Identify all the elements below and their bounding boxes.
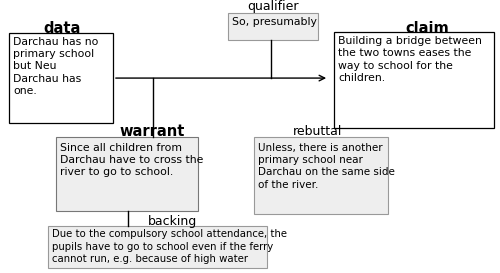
FancyBboxPatch shape bbox=[228, 13, 318, 40]
Text: backing: backing bbox=[148, 215, 197, 228]
Text: Due to the compulsory school attendance, the
pupils have to go to school even if: Due to the compulsory school attendance,… bbox=[52, 229, 287, 264]
Text: So, presumably: So, presumably bbox=[232, 17, 316, 27]
FancyBboxPatch shape bbox=[56, 136, 199, 211]
FancyBboxPatch shape bbox=[9, 33, 113, 123]
Text: Since all children from
Darchau have to cross the
river to go to school.: Since all children from Darchau have to … bbox=[60, 143, 204, 177]
Text: Darchau has no
primary school
but Neu
Darchau has
one.: Darchau has no primary school but Neu Da… bbox=[13, 37, 98, 96]
FancyBboxPatch shape bbox=[48, 226, 267, 268]
Text: Unless, there is another
primary school near
Darchau on the same side
of the riv: Unless, there is another primary school … bbox=[258, 143, 395, 190]
Text: data: data bbox=[44, 21, 81, 36]
Text: rebuttal: rebuttal bbox=[293, 125, 342, 138]
FancyBboxPatch shape bbox=[254, 136, 388, 214]
Text: qualifier: qualifier bbox=[247, 0, 298, 13]
Text: Building a bridge between
the two towns eases the
way to school for the
children: Building a bridge between the two towns … bbox=[338, 36, 482, 83]
Text: warrant: warrant bbox=[120, 124, 185, 139]
FancyBboxPatch shape bbox=[334, 32, 494, 128]
Text: claim: claim bbox=[406, 21, 450, 36]
